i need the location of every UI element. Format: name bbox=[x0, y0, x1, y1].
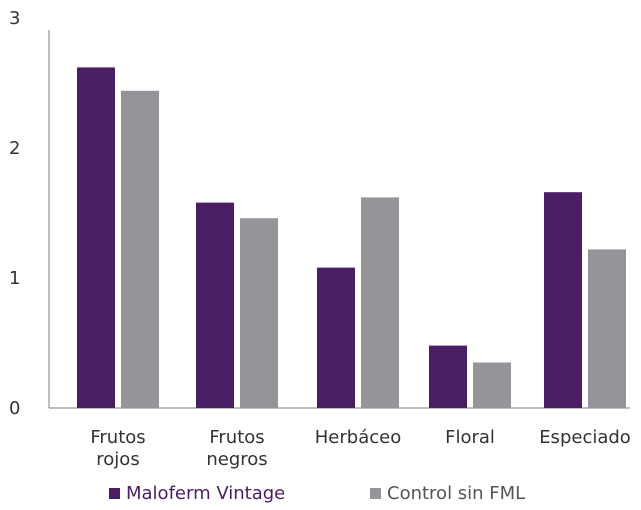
y-tick-label: 2 bbox=[9, 138, 20, 159]
bar bbox=[317, 267, 355, 408]
category-label: Frutos bbox=[209, 427, 264, 448]
category-label: negros bbox=[206, 449, 267, 470]
legend-label: Maloferm Vintage bbox=[126, 483, 285, 504]
y-axis-ticks: 0 1 2 3 bbox=[9, 8, 20, 419]
legend-label: Control sin FML bbox=[387, 483, 525, 504]
legend-swatch bbox=[109, 488, 120, 499]
y-tick-label: 0 bbox=[9, 398, 20, 419]
category-label: Floral bbox=[445, 427, 495, 448]
category-label: rojos bbox=[96, 449, 139, 470]
legend: Maloferm Vintage Control sin FML bbox=[109, 483, 525, 504]
bar bbox=[588, 249, 626, 408]
bar bbox=[544, 192, 582, 408]
bar bbox=[473, 362, 511, 408]
y-tick-label: 1 bbox=[9, 268, 20, 289]
legend-swatch bbox=[370, 488, 381, 499]
bar bbox=[429, 345, 467, 408]
bar bbox=[240, 218, 278, 408]
bar bbox=[361, 197, 399, 408]
category-label: Herbáceo bbox=[315, 427, 401, 448]
category-label: Frutos bbox=[90, 427, 145, 448]
bar bbox=[121, 90, 159, 409]
bar bbox=[196, 202, 234, 408]
bar bbox=[77, 67, 115, 409]
bars-group bbox=[77, 67, 626, 409]
y-tick-label: 3 bbox=[9, 8, 20, 29]
category-label: Especiado bbox=[539, 427, 631, 448]
